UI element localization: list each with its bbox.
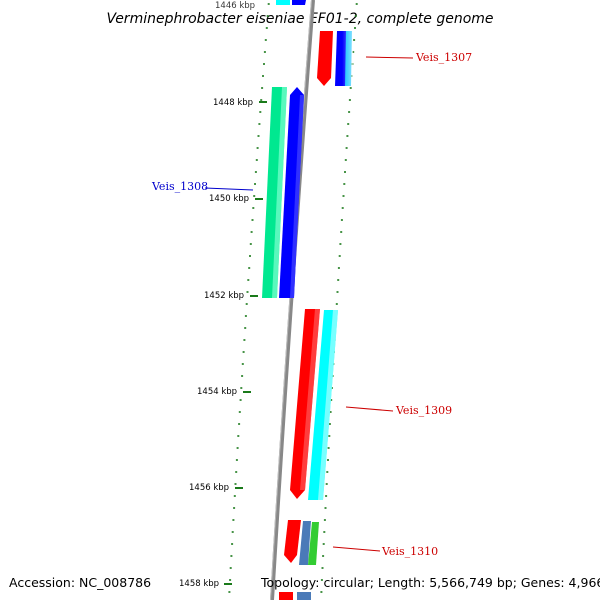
gene-label-veis-1309[interactable]: Veis_1309	[345, 404, 452, 417]
gene-label-text: Veis_1310	[381, 545, 438, 558]
feature-cyan-top[interactable]	[276, 0, 290, 5]
feature-group-1309	[290, 309, 338, 500]
map-title: Verminephrobacter eiseniae EF01-2, compl…	[106, 11, 493, 27]
gene-label-text: Veis_1308	[151, 180, 208, 193]
tick-label-1446: 1446 kbp	[215, 1, 255, 11]
tick-label-1448: 1448 kbp	[213, 98, 253, 108]
gene-label-veis-1308[interactable]: Veis_1308	[151, 180, 254, 193]
gene-label-text: Veis_1309	[395, 404, 452, 417]
feature-blue-top[interactable]	[292, 0, 306, 5]
genome-backbone-highlight	[270, 0, 312, 600]
feature-steel-bottom[interactable]	[297, 592, 311, 600]
gene-label-text: Veis_1307	[415, 51, 472, 64]
tick-label-1456: 1456 kbp	[189, 483, 229, 493]
feature-red-bottom[interactable]	[279, 592, 293, 600]
genome-backbone	[270, 0, 315, 600]
feature-blue-veis-1308[interactable]	[279, 87, 304, 298]
gene-label-veis-1307[interactable]: Veis_1307	[365, 51, 472, 64]
tick-label-1450: 1450 kbp	[209, 194, 249, 204]
feature-red-veis-1310[interactable]	[284, 520, 301, 563]
tick-label-1454: 1454 kbp	[197, 387, 237, 397]
feature-group-top	[276, 0, 353, 86]
topology-text: Topology: circular; Length: 5,566,749 bp…	[260, 575, 600, 590]
feature-steel-1310[interactable]	[299, 521, 311, 565]
tick-label-1458: 1458 kbp	[179, 579, 219, 589]
left-tick-ring	[228, 3, 270, 593]
major-ticks	[224, 101, 267, 585]
right-tick-ring	[320, 3, 358, 593]
feature-group-1310	[279, 520, 319, 600]
tick-label-1452: 1452 kbp	[204, 291, 244, 301]
feature-group-1308	[262, 87, 304, 298]
gene-label-veis-1310[interactable]: Veis_1310	[332, 545, 438, 558]
feature-lime-1310[interactable]	[308, 522, 319, 565]
accession-text: Accession: NC_008786	[9, 575, 151, 590]
